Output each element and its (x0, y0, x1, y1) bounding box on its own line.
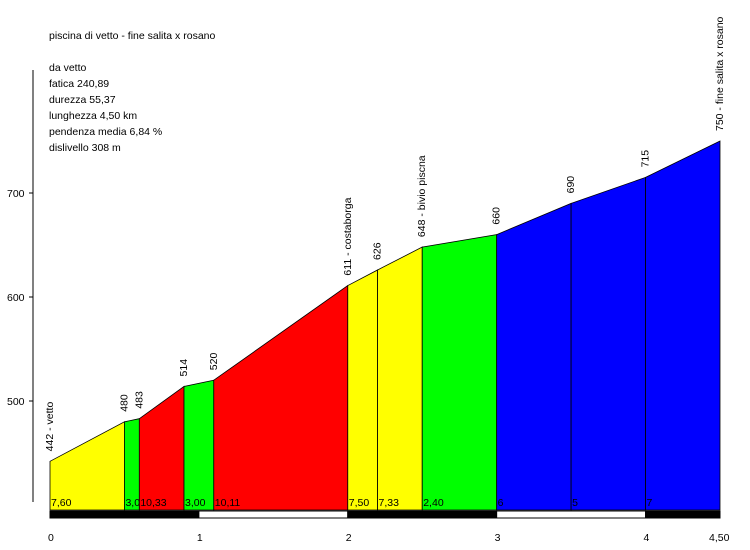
segment-gradient-label-5: 7,50 (349, 497, 370, 509)
elevation-label-6: 626 (372, 242, 384, 260)
info-line-lunghezza: lunghezza 4,50 km (49, 110, 138, 122)
x-tick-label-3: 3 (495, 532, 501, 544)
x-tick-label-4: 4 (644, 532, 650, 544)
elevation-label-2: 483 (133, 391, 145, 409)
x-tick-label-5: 4,50 (709, 532, 730, 544)
profile-segment-10 (645, 140, 721, 511)
km-bar-segment-3 (496, 510, 647, 519)
elevation-label-7: 648 - bivio piscna (416, 155, 428, 237)
segment-gradient-label-9: 5 (572, 497, 578, 509)
segment-gradient-label-6: 7,33 (379, 497, 400, 509)
profile-segment-8 (496, 202, 572, 511)
elevation-label-1: 480 (118, 394, 130, 412)
profile-segment-9 (570, 176, 646, 511)
info-line-start: da vetto (49, 62, 87, 74)
elevation-label-9: 690 (565, 176, 577, 194)
y-tick-label-1: 600 (7, 292, 25, 304)
x-tick-label-2: 2 (346, 532, 352, 544)
profile-segment-3 (183, 379, 215, 511)
info-line-pendenza: pendenza media 6,84 % (49, 126, 163, 138)
profile-segment-4 (213, 284, 349, 511)
segment-gradient-label-10: 7 (647, 497, 653, 509)
km-bar-segment-1 (198, 510, 349, 519)
elevation-label-4: 520 (208, 353, 220, 371)
segment-gradient-label-3: 3,00 (185, 497, 206, 509)
profile-segment-6 (377, 246, 423, 511)
y-tick-label-2: 700 (7, 188, 25, 200)
y-tick-label-0: 500 (7, 396, 25, 408)
segment-gradient-label-4: 10,11 (215, 497, 241, 509)
info-line-fatica: fatica 240,89 (49, 78, 110, 90)
info-line-durezza: durezza 55,37 (49, 94, 116, 106)
elevation-label-11: 750 - fine salita x rosano (714, 16, 726, 131)
segment-gradient-label-8: 6 (498, 497, 504, 509)
elevation-label-3: 514 (178, 359, 190, 377)
segment-gradient-label-2: 10,33 (140, 497, 166, 509)
km-bar-segment-0 (49, 510, 200, 519)
elevation-label-0: 442 - vetto (44, 402, 56, 452)
segment-gradient-label-7: 2,40 (423, 497, 444, 509)
profile-segment-7 (421, 234, 498, 511)
profile-segment-2 (138, 385, 185, 511)
info-line-dislivello: dislivello 308 m (49, 142, 121, 154)
km-bar-segment-2 (347, 510, 498, 519)
elevation-label-8: 660 (491, 207, 503, 225)
profile-segment-5 (347, 269, 378, 511)
chart-title: piscina di vetto - fine salita x rosano (49, 30, 216, 42)
elevation-label-5: 611 - costaborga (342, 197, 354, 275)
km-bar-segment-4 (645, 510, 721, 519)
elevation-label-10: 715 (640, 150, 652, 168)
segment-gradient-label-0: 7,60 (51, 497, 72, 509)
x-tick-label-1: 1 (197, 532, 203, 544)
x-tick-label-0: 0 (48, 532, 54, 544)
